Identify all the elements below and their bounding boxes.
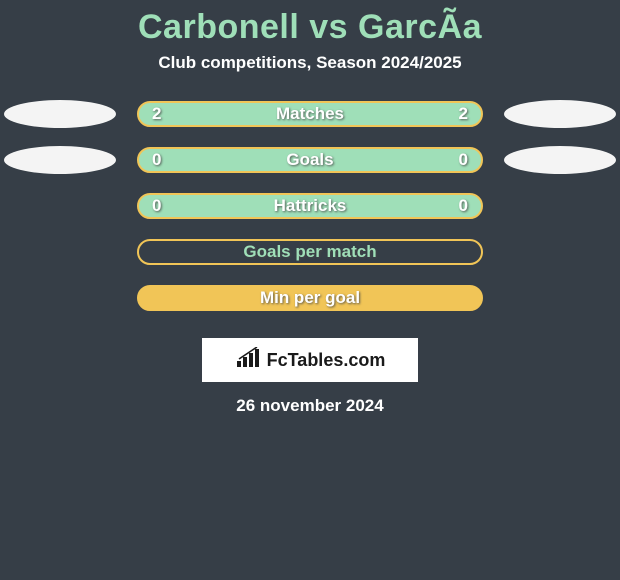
logo-text: FcTables.com <box>267 350 386 371</box>
player-right-marker <box>504 146 616 174</box>
player-left-marker <box>4 100 116 128</box>
generation-date: 26 november 2024 <box>0 382 620 416</box>
stat-label: Matches <box>276 104 344 124</box>
stat-row: Matches 2 2 <box>0 98 620 144</box>
stat-value-right: 0 <box>459 196 468 216</box>
stat-row: Goals per match <box>0 236 620 282</box>
source-logo: FcTables.com <box>202 338 418 382</box>
stat-row: Goals 0 0 <box>0 144 620 190</box>
stat-label: Goals <box>286 150 333 170</box>
stat-bar: Matches 2 2 <box>137 101 483 127</box>
comparison-subtitle: Club competitions, Season 2024/2025 <box>0 53 620 98</box>
stat-bar: Min per goal <box>137 285 483 311</box>
stat-label: Goals per match <box>243 242 376 262</box>
stat-value-left: 0 <box>152 150 161 170</box>
stat-bar: Hattricks 0 0 <box>137 193 483 219</box>
stat-row: Hattricks 0 0 <box>0 190 620 236</box>
stat-label: Hattricks <box>274 196 347 216</box>
stats-region: Matches 2 2 Goals 0 0 Hattricks 0 0 Goals per mat… <box>0 98 620 328</box>
stat-bar: Goals per match <box>137 239 483 265</box>
player-left-marker <box>4 146 116 174</box>
comparison-title: Carbonell vs GarcÃa <box>0 0 620 53</box>
chart-icon <box>235 347 263 374</box>
player-right-marker <box>504 100 616 128</box>
stat-label: Min per goal <box>260 288 360 308</box>
stat-value-right: 0 <box>459 150 468 170</box>
stat-value-left: 2 <box>152 104 161 124</box>
stat-row: Min per goal <box>0 282 620 328</box>
stat-bar: Goals 0 0 <box>137 147 483 173</box>
stat-value-left: 0 <box>152 196 161 216</box>
stat-value-right: 2 <box>459 104 468 124</box>
